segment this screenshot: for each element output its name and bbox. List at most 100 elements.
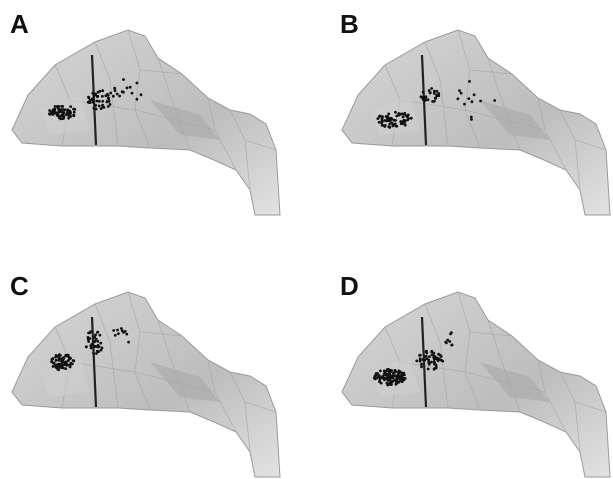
point — [426, 357, 429, 360]
point — [121, 90, 124, 93]
point — [418, 354, 421, 357]
point — [59, 354, 62, 357]
point — [381, 120, 384, 123]
point — [101, 89, 104, 92]
point — [64, 367, 67, 370]
point — [379, 370, 382, 373]
point — [73, 111, 76, 114]
point — [450, 331, 453, 334]
point — [69, 105, 72, 108]
point — [87, 101, 90, 104]
point — [99, 342, 102, 345]
point — [93, 95, 96, 98]
point — [389, 369, 392, 372]
point — [388, 123, 391, 126]
point — [61, 366, 64, 369]
point — [99, 334, 102, 337]
point — [403, 113, 406, 116]
point — [60, 105, 63, 108]
page: ABCD (() => { const data = JSON.parse(do… — [0, 0, 613, 479]
point — [403, 122, 406, 125]
point — [96, 95, 99, 98]
point — [98, 105, 101, 108]
point — [470, 116, 473, 119]
point — [91, 92, 94, 95]
point — [72, 114, 75, 117]
point — [68, 112, 71, 115]
point — [424, 99, 427, 102]
point — [436, 357, 439, 360]
point — [54, 105, 57, 108]
point — [428, 355, 431, 358]
point — [391, 125, 394, 128]
point — [460, 92, 463, 95]
point — [471, 100, 474, 103]
point — [422, 91, 425, 94]
point — [57, 112, 60, 115]
point — [66, 108, 69, 111]
point — [59, 358, 62, 361]
point — [387, 113, 390, 116]
point — [58, 105, 61, 108]
point — [389, 383, 392, 386]
point — [107, 105, 110, 108]
point — [136, 98, 139, 101]
point — [463, 103, 466, 106]
panel-label: A — [10, 9, 29, 39]
point — [378, 121, 381, 124]
point — [100, 107, 103, 110]
point — [48, 112, 51, 115]
point — [399, 378, 402, 381]
panel: C — [10, 271, 280, 477]
point — [69, 357, 72, 360]
point — [392, 372, 395, 375]
point — [55, 354, 58, 357]
point — [396, 381, 399, 384]
point — [479, 100, 482, 103]
point — [52, 111, 55, 114]
point — [434, 97, 437, 100]
point — [91, 343, 94, 346]
point — [125, 333, 128, 336]
point — [395, 115, 398, 118]
point — [433, 90, 436, 93]
point — [92, 352, 95, 355]
point — [94, 334, 97, 337]
point — [470, 118, 473, 121]
point — [381, 115, 384, 118]
point — [429, 91, 432, 94]
point — [97, 350, 100, 353]
point — [98, 100, 101, 103]
point — [386, 368, 389, 371]
point — [48, 109, 51, 112]
point — [52, 365, 55, 368]
point — [65, 363, 68, 366]
point — [415, 360, 418, 363]
point — [430, 361, 433, 364]
point — [425, 350, 428, 353]
point — [405, 114, 408, 117]
point — [401, 372, 404, 375]
point — [72, 108, 75, 111]
point — [446, 339, 449, 342]
point — [427, 98, 430, 101]
point — [64, 354, 67, 357]
point — [410, 117, 413, 120]
point — [394, 369, 397, 372]
point — [427, 361, 430, 364]
point — [436, 90, 439, 93]
point — [399, 113, 402, 116]
point — [93, 340, 96, 343]
point — [62, 358, 65, 361]
surface-render — [12, 292, 280, 477]
point — [430, 350, 433, 353]
point — [89, 330, 92, 333]
panel-label: C — [10, 271, 29, 301]
point — [376, 372, 379, 375]
point — [435, 364, 438, 367]
point — [385, 372, 388, 375]
point — [85, 346, 88, 349]
point — [96, 331, 99, 334]
point — [113, 87, 116, 90]
point — [433, 368, 436, 371]
